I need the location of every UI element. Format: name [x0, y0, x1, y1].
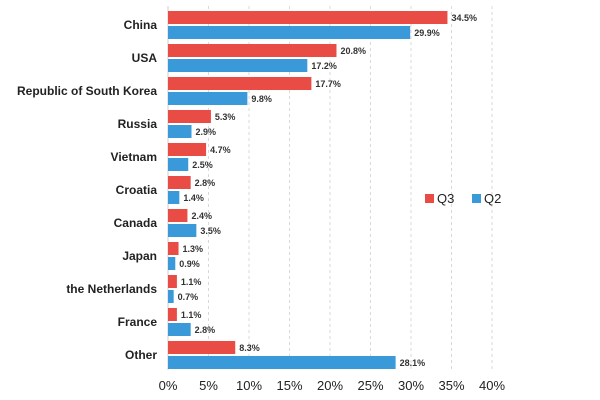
x-tick-label-10: 10%	[236, 378, 262, 393]
bar-q3	[168, 275, 177, 288]
bar-q3	[168, 77, 312, 90]
data-label-q3: 20.8%	[340, 46, 366, 56]
legend-swatch-q3	[425, 194, 434, 203]
legend-label-q2: Q2	[484, 191, 501, 206]
category-label: Russia	[118, 117, 158, 131]
data-label-q2: 0.9%	[179, 259, 200, 269]
data-label-q3: 17.7%	[315, 79, 341, 89]
category-label: Croatia	[116, 183, 158, 197]
x-tick-label-40: 40%	[479, 378, 505, 393]
bar-q2	[168, 257, 176, 270]
bar-q3	[168, 110, 211, 123]
data-label-q2: 2.9%	[195, 127, 216, 137]
legend-label-q3: Q3	[437, 191, 454, 206]
bar-q2	[168, 323, 191, 336]
category-label: USA	[132, 51, 158, 65]
bar-q2	[168, 356, 396, 369]
data-label-q3: 1.1%	[181, 310, 202, 320]
category-label: Canada	[114, 216, 158, 230]
data-label-q3: 1.1%	[181, 277, 202, 287]
bar-q3	[168, 209, 188, 222]
category-label: Japan	[122, 249, 157, 263]
bar-q2	[168, 125, 192, 138]
bar-q2	[168, 158, 189, 171]
bar-q2	[168, 92, 248, 105]
x-tick-label-35: 35%	[438, 378, 464, 393]
data-label-q2: 28.1%	[400, 358, 426, 368]
data-label-q3: 8.3%	[239, 343, 260, 353]
data-label-q2: 0.7%	[178, 292, 199, 302]
data-label-q2: 17.2%	[311, 61, 337, 71]
data-label-q3: 34.5%	[451, 13, 477, 23]
data-label-q2: 29.9%	[414, 28, 440, 38]
category-label: the Netherlands	[66, 282, 157, 296]
data-label-q2: 9.8%	[251, 94, 272, 104]
category-label: Republic of South Korea	[17, 84, 157, 98]
data-label-q3: 5.3%	[215, 112, 236, 122]
data-label-q3: 4.7%	[210, 145, 231, 155]
legend: Q3 Q2	[425, 191, 501, 206]
category-label: Vietnam	[111, 150, 157, 164]
data-label-q3: 2.8%	[195, 178, 216, 188]
bar-q2	[168, 26, 411, 39]
x-tick-label-25: 25%	[357, 378, 383, 393]
bar-q3	[168, 242, 179, 255]
data-label-q2: 3.5%	[200, 226, 221, 236]
bar-q3	[168, 308, 177, 321]
bar-q3	[168, 176, 191, 189]
data-label-q3: 1.3%	[183, 244, 204, 254]
x-tick-label-5: 5%	[199, 378, 218, 393]
x-tick-label-0: 0%	[159, 378, 178, 393]
legend-swatch-q2	[472, 194, 481, 203]
bar-q2	[168, 290, 174, 303]
data-label-q2: 2.5%	[192, 160, 213, 170]
data-label-q2: 1.4%	[183, 193, 204, 203]
labels: China 34.5% 29.9% USA 20.8%17.2% Republic of …	[17, 13, 477, 368]
category-label: China	[124, 18, 158, 32]
bar-q3	[168, 11, 448, 24]
bar-q3	[168, 44, 337, 57]
data-label-q2: 2.8%	[195, 325, 216, 335]
bar-q3	[168, 341, 236, 354]
bars	[168, 11, 448, 369]
category-label: France	[118, 315, 158, 329]
x-tick-label-15: 15%	[276, 378, 302, 393]
x-axis: 0% 5% 10% 15% 20% 25% 30% 35% 40%	[159, 378, 506, 393]
bar-q2	[168, 224, 197, 237]
category-label: Other	[125, 348, 157, 362]
bar-q3	[168, 143, 207, 156]
x-tick-label-30: 30%	[398, 378, 424, 393]
bar-q2	[168, 59, 308, 72]
x-tick-label-20: 20%	[317, 378, 343, 393]
data-label-q3: 2.4%	[191, 211, 212, 221]
bar-q2	[168, 191, 180, 204]
